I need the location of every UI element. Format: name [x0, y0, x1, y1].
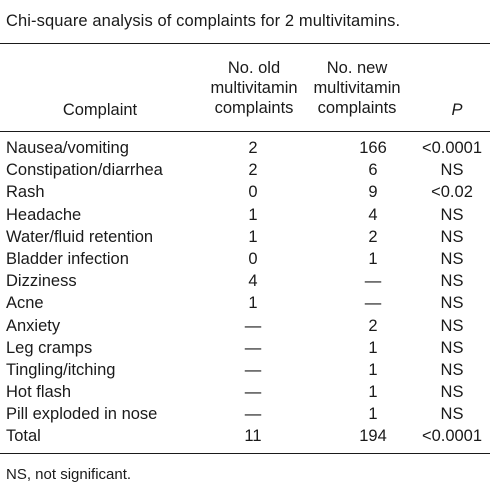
complaint-cell: Nausea/vomiting: [6, 139, 129, 157]
old-count-cell: 11: [244, 427, 262, 446]
table-row: Bladder infection 0 1 NS: [0, 248, 490, 270]
header-new-line1: No. new: [326, 59, 388, 77]
table-row: Acne 1 — NS: [0, 292, 490, 314]
complaint-cell: Headache: [6, 205, 82, 224]
table-caption: Chi-square analysis of complaints for 2 …: [6, 12, 401, 30]
new-count-cell: 194: [359, 427, 387, 446]
header-old-line2: multivitamin: [210, 79, 298, 97]
table-body: Nausea/vomiting 2 166 <0.0001 Constipati…: [0, 137, 490, 448]
new-count-cell: —: [364, 272, 382, 291]
header-old-multivitamin: No. old multivitamin complaints: [195, 58, 313, 118]
table-row-total: Total 11 194 <0.0001: [0, 425, 490, 447]
table-footnote: NS, not significant.: [6, 466, 132, 483]
header-complaint: Complaint: [62, 101, 138, 119]
table-row: Hot flash — 1 NS: [0, 381, 490, 403]
table-row: Constipation/diarrhea 2 6 NS: [0, 159, 490, 181]
complaint-cell: Dizziness: [6, 272, 77, 291]
new-count-cell: 166: [359, 139, 387, 157]
header-new-line3: complaints: [317, 99, 397, 117]
complaint-cell: Constipation/diarrhea: [6, 161, 163, 180]
old-count-cell: 1: [248, 205, 258, 224]
p-value-cell: <0.02: [431, 183, 473, 202]
table-row: Headache 1 4 NS: [0, 204, 490, 226]
p-value-cell: <0.0001: [421, 139, 483, 157]
bottom-rule: [0, 453, 490, 454]
new-count-cell: 1: [368, 249, 378, 268]
p-value-cell: <0.0001: [421, 427, 483, 446]
header-new-line2: multivitamin: [313, 79, 401, 97]
old-count-cell: 1: [248, 294, 258, 313]
old-count-cell: —: [244, 316, 262, 335]
p-value-cell: NS: [440, 383, 464, 402]
complaint-cell: Bladder infection: [6, 249, 129, 268]
old-count-cell: —: [244, 383, 262, 402]
old-count-cell: —: [244, 338, 262, 357]
old-count-cell: 1: [248, 227, 258, 246]
new-count-cell: —: [364, 294, 382, 313]
complaint-cell: Rash: [6, 183, 45, 202]
p-value-cell: NS: [440, 360, 464, 379]
old-count-cell: 4: [248, 272, 258, 291]
p-value-cell: NS: [440, 338, 464, 357]
table-row: Anxiety — 2 NS: [0, 315, 490, 337]
complaint-cell: Hot flash: [6, 383, 72, 402]
p-value-cell: NS: [440, 272, 464, 291]
old-count-cell: —: [244, 405, 262, 424]
p-value-cell: NS: [440, 249, 464, 268]
new-count-cell: 1: [368, 405, 378, 424]
complaint-cell: Acne: [6, 294, 44, 313]
new-count-cell: 1: [368, 360, 378, 379]
new-count-cell: 2: [368, 316, 378, 335]
old-count-cell: 0: [248, 183, 258, 202]
table-row: Leg cramps — 1 NS: [0, 337, 490, 359]
p-value-cell: NS: [440, 294, 464, 313]
complaint-cell: Total: [6, 427, 41, 446]
header-rule: [0, 131, 490, 132]
table-row: Pill exploded in nose — 1 NS: [0, 403, 490, 425]
complaint-cell: Tingling/itching: [6, 360, 116, 379]
complaint-cell: Leg cramps: [6, 338, 93, 357]
table-row: Rash 0 9 <0.02: [0, 181, 490, 203]
new-count-cell: 1: [368, 383, 378, 402]
complaint-cell: Anxiety: [6, 316, 61, 335]
table-row: Dizziness 4 — NS: [0, 270, 490, 292]
old-count-cell: 0: [248, 249, 258, 268]
new-count-cell: 4: [368, 205, 378, 224]
header-new-multivitamin: No. new multivitamin complaints: [298, 58, 416, 118]
old-count-cell: —: [244, 360, 262, 379]
new-count-cell: 1: [368, 338, 378, 357]
p-value-cell: NS: [440, 205, 464, 224]
p-value-cell: NS: [440, 161, 464, 180]
p-value-cell: NS: [440, 227, 464, 246]
table-row: Water/fluid retention 1 2 NS: [0, 226, 490, 248]
table-row: Tingling/itching — 1 NS: [0, 359, 490, 381]
p-value-cell: NS: [440, 405, 464, 424]
header-p-value: P: [451, 101, 463, 119]
new-count-cell: 2: [368, 227, 378, 246]
top-rule: [0, 43, 490, 44]
old-count-cell: 2: [248, 161, 258, 180]
header-old-line3: complaints: [214, 99, 294, 117]
complaint-cell: Pill exploded in nose: [6, 405, 158, 424]
header-old-line1: No. old: [227, 59, 281, 77]
p-value-cell: NS: [440, 316, 464, 335]
old-count-cell: 2: [248, 139, 258, 157]
new-count-cell: 9: [368, 183, 378, 202]
complaint-cell: Water/fluid retention: [6, 227, 154, 246]
table-row: Nausea/vomiting 2 166 <0.0001: [0, 137, 490, 159]
new-count-cell: 6: [368, 161, 378, 180]
